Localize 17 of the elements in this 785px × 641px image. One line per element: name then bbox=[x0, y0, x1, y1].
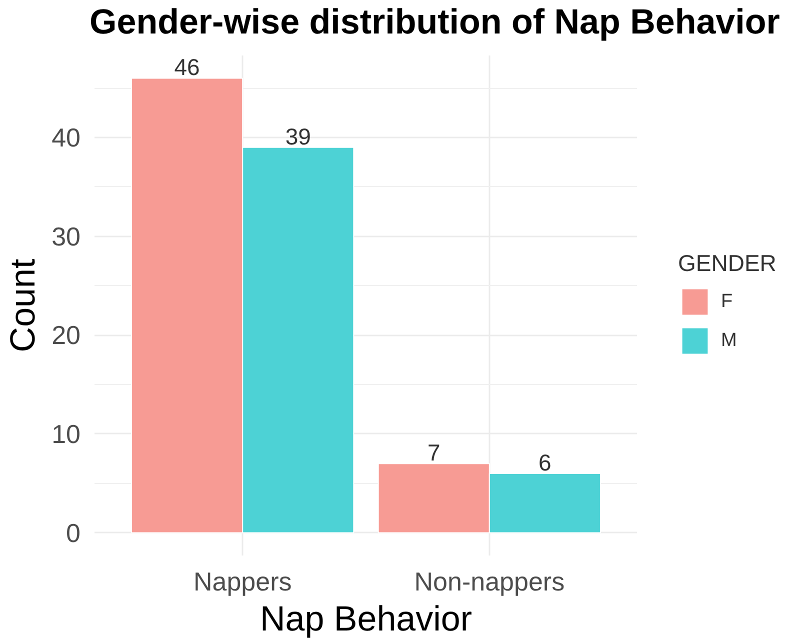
y-tick-label: 10 bbox=[52, 418, 80, 449]
y-tick-label: 40 bbox=[52, 122, 80, 153]
y-axis-title: Count bbox=[4, 258, 43, 352]
y-tick-label: 0 bbox=[66, 518, 81, 548]
data-label: 39 bbox=[285, 123, 311, 150]
x-tick-label: Non-nappers bbox=[414, 566, 565, 596]
data-label: 46 bbox=[174, 54, 200, 80]
y-tick-label: 30 bbox=[52, 221, 80, 252]
y-tick-label: 20 bbox=[52, 320, 80, 350]
x-tick-label: Nappers bbox=[193, 566, 292, 596]
legend-title: GENDER bbox=[678, 250, 776, 277]
chart-title: Gender-wise distribution of Nap Behavior bbox=[90, 2, 780, 42]
data-label: 7 bbox=[427, 440, 440, 466]
x-axis-title: Nap Behavior bbox=[260, 600, 472, 638]
legend-label: F bbox=[721, 290, 734, 314]
legend-label: M bbox=[721, 328, 738, 352]
data-label: 6 bbox=[538, 449, 552, 476]
